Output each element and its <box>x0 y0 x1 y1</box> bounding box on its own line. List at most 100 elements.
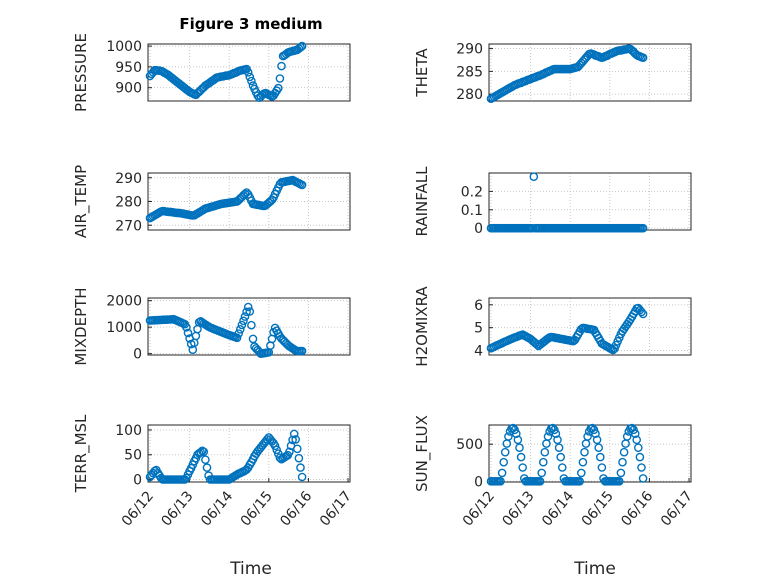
data-point <box>294 453 304 463</box>
y-axis-label: MIXDEPTH <box>72 287 90 365</box>
data-point <box>272 445 282 455</box>
data-point <box>202 463 212 472</box>
data-point <box>575 476 585 486</box>
axes-box <box>147 424 351 483</box>
data-point <box>553 435 562 445</box>
data-point <box>191 331 201 341</box>
data-point <box>297 346 307 356</box>
data-point <box>616 468 626 478</box>
data-point <box>297 180 307 190</box>
data-point <box>193 324 202 334</box>
data-point <box>577 468 586 478</box>
data-point <box>504 432 513 441</box>
data-point <box>558 463 567 472</box>
data-point <box>597 463 607 472</box>
data-point <box>182 322 191 332</box>
data-point <box>592 435 602 445</box>
y-tick-label: 0 <box>474 474 483 490</box>
x-tick-label: 06/16 <box>277 488 315 529</box>
data-point <box>630 429 640 439</box>
data-point <box>245 307 255 316</box>
data-point <box>581 439 591 448</box>
axes-box <box>488 43 692 102</box>
data-point <box>183 328 193 338</box>
data-point <box>535 476 545 486</box>
y-tick-label: 270 <box>115 218 142 234</box>
data-point <box>589 425 599 435</box>
data-point <box>297 472 307 482</box>
data-point <box>248 334 258 344</box>
y-tick-label: 900 <box>115 81 142 97</box>
data-point <box>196 447 205 457</box>
y-tick-label: 0 <box>133 473 142 489</box>
x-tick-label: 06/14 <box>198 488 236 529</box>
data-point <box>638 309 648 319</box>
data-point <box>499 457 509 467</box>
data-point <box>529 172 539 181</box>
data-point <box>635 452 645 462</box>
y-axis-label: THETA <box>413 48 431 98</box>
data-point <box>240 312 250 321</box>
y-tick-label: 0 <box>474 221 483 237</box>
subplot-8: 0 500 SUN_FLUX 06/12 06/13 06/14 06/15 06/16 06/… <box>413 415 696 529</box>
y-tick-label: 5 <box>474 321 483 337</box>
axes-box <box>147 297 351 356</box>
x-axis-title-right: Time <box>573 559 616 579</box>
y-tick-label: 0 <box>133 347 142 363</box>
y-tick-label: 2000 <box>106 294 142 310</box>
data-point <box>621 439 630 448</box>
data-point <box>247 76 256 86</box>
data-point <box>277 61 286 71</box>
y-axis-label: RAINFALL <box>413 166 431 237</box>
subplot-5: 0 1000 2000 MIXDEPTH <box>72 287 351 366</box>
figure-title: Figure 3 medium <box>179 15 322 33</box>
data-point <box>289 429 299 439</box>
y-axis-label: SUN_FLUX <box>413 415 432 492</box>
data-point <box>638 474 648 483</box>
data-point <box>513 435 523 445</box>
data-point <box>297 41 307 51</box>
data-point <box>615 476 624 486</box>
y-tick-label: 0.2 <box>461 184 483 200</box>
y-tick-label: 280 <box>115 195 142 211</box>
x-tick-label: 06/15 <box>238 488 276 529</box>
data-point <box>234 329 243 338</box>
data-point <box>245 72 255 82</box>
data-point <box>537 468 547 478</box>
axes-box <box>488 172 692 231</box>
x-tick-label: 06/13 <box>499 488 537 529</box>
data-point <box>502 439 512 448</box>
data-point <box>578 457 588 467</box>
subplot-2: 280 285 290 THETA <box>413 42 692 103</box>
data-point <box>518 463 528 472</box>
data-point <box>497 468 507 478</box>
data-point <box>551 429 561 439</box>
y-tick-label: 4 <box>474 343 483 359</box>
data-point <box>510 425 520 435</box>
data-point <box>273 83 283 93</box>
x-tick-label: 06/17 <box>658 488 696 529</box>
data-point <box>638 53 648 63</box>
y-tick-label: 500 <box>456 437 483 453</box>
x-tick-label: 06/14 <box>539 488 577 529</box>
data-point <box>583 432 592 441</box>
x-tick-label: 06/17 <box>317 488 355 529</box>
data-point <box>542 439 551 448</box>
x-tick-label: 06/16 <box>618 488 656 529</box>
data-point <box>543 432 553 441</box>
data-point <box>637 463 646 472</box>
data-point <box>500 447 510 457</box>
data-point <box>539 457 548 467</box>
y-tick-label: 6 <box>474 298 483 314</box>
data-point <box>516 452 526 462</box>
data-point <box>638 223 648 233</box>
x-tick-label: 06/12 <box>460 488 498 529</box>
y-axis-label: TERR_MSL <box>72 414 91 493</box>
subplot-1: 900 950 1000 PRESSURE <box>72 33 351 112</box>
data-point <box>285 447 294 457</box>
data-point <box>637 307 646 317</box>
x-axis-title-left: Time <box>229 559 272 579</box>
